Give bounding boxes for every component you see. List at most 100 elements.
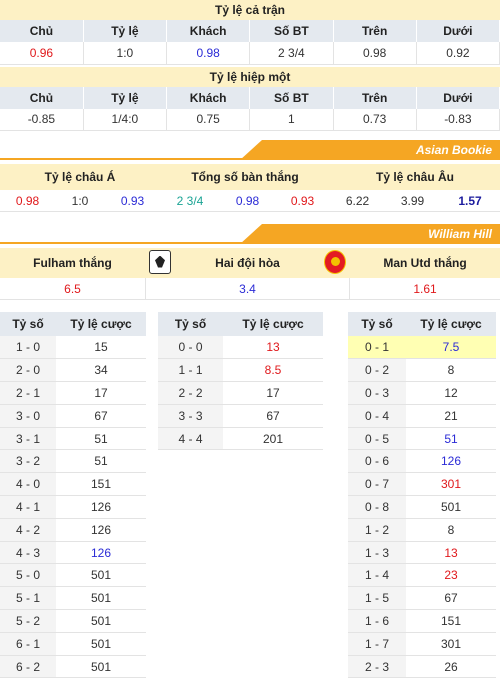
odds-value: -0.85: [0, 108, 84, 131]
odds-value: -0.83: [416, 108, 500, 131]
score-odds-cell: 8: [406, 518, 496, 542]
odds-value: 0.93: [290, 194, 315, 208]
odds-value: 0.73: [333, 108, 417, 131]
man-utd-crest-icon: [324, 249, 346, 274]
score-odds-cell: 501: [56, 563, 146, 588]
asian-handicap-header: Tỷ lệ châu Á: [44, 170, 116, 184]
score-odds-cell: 13: [223, 336, 323, 360]
score-odds-cell: 301: [406, 632, 496, 656]
home-win-odds: 6.5: [64, 282, 81, 296]
score-cell: 1 - 3: [348, 541, 406, 565]
match-result-header: Fulham thắng Hai đội hòa Man Utd thắng: [0, 248, 500, 278]
score-row: 5 - 1 501: [0, 586, 146, 611]
odds-value: 6.22: [345, 194, 370, 208]
odds-value: 0.98: [333, 42, 417, 65]
odds-header: Tỷ lệ cược: [406, 312, 496, 336]
score-cell: 2 - 2: [158, 381, 223, 405]
score-odds-cell: 21: [406, 404, 496, 428]
score-cell: 1 - 4: [348, 563, 406, 588]
score-row: 0 - 3 12: [348, 381, 496, 405]
score-row: 2 - 3 26: [348, 655, 496, 679]
score-odds-cell: 151: [56, 472, 146, 497]
match-result-odds-row: 6.5 3.4 1.61: [0, 278, 500, 300]
score-odds-cell: 201: [223, 427, 323, 451]
score-cell: 5 - 0: [0, 563, 56, 588]
score-row: 3 - 3 67: [158, 404, 323, 428]
score-cell: 2 - 3: [348, 655, 406, 679]
score-cell: 0 - 4: [348, 404, 406, 428]
score-odds-cell: 67: [223, 404, 323, 428]
score-cell: 0 - 7: [348, 472, 406, 497]
score-cell: 3 - 3: [158, 404, 223, 428]
score-cell: 6 - 2: [0, 655, 56, 679]
score-odds-cell: 501: [56, 655, 146, 679]
score-cell: 3 - 1: [0, 427, 56, 451]
odds-value: 1:0: [83, 42, 168, 65]
score-row: 0 - 4 21: [348, 404, 496, 428]
score-odds-cell: 7.5: [406, 336, 496, 360]
score-cell: 4 - 3: [0, 541, 56, 565]
score-cell: 3 - 0: [0, 404, 56, 428]
score-header: Tỷ số: [158, 312, 223, 336]
score-cell: 1 - 5: [348, 586, 406, 611]
score-row: 1 - 3 13: [348, 541, 496, 565]
score-row: 1 - 6 151: [348, 609, 496, 633]
fulham-badge: [145, 249, 175, 277]
score-cell: 1 - 2: [348, 518, 406, 542]
score-cell: 2 - 1: [0, 381, 56, 405]
score-odds-cell: 51: [56, 427, 146, 451]
asian-bookie-banner: Asian Bookie: [0, 140, 500, 160]
score-row: 1 - 1 8.5: [158, 358, 323, 383]
col-over: Trên: [333, 20, 417, 42]
odds-value: 0.93: [120, 194, 145, 208]
score-odds-cell: 126: [56, 518, 146, 542]
score-odds-cell: 126: [56, 495, 146, 519]
score-cell: 0 - 0: [158, 336, 223, 360]
full-match-title: Tỷ lệ cả trận: [0, 0, 500, 20]
score-row: 2 - 1 17: [0, 381, 146, 405]
score-row: 2 - 0 34: [0, 358, 146, 383]
correct-score-section: Tỷ số Tỷ lệ cược 1 - 0 15 2 - 0 34 2 - 1 17 3 …: [0, 312, 500, 679]
odds-value: 1/4:0: [83, 108, 168, 131]
score-odds-cell: 8: [406, 358, 496, 383]
score-row: 3 - 1 51: [0, 427, 146, 451]
score-row: 3 - 0 67: [0, 404, 146, 428]
score-row: 0 - 7 301: [348, 472, 496, 497]
score-odds-cell: 34: [56, 358, 146, 383]
col-under: Dưới: [416, 86, 500, 109]
score-odds-cell: 67: [406, 586, 496, 611]
score-row: 1 - 7 301: [348, 632, 496, 656]
man-utd-badge: [320, 249, 350, 277]
away-win-label: Man Utd thắng: [383, 256, 467, 270]
score-row: 4 - 3 126: [0, 541, 146, 565]
col-total-goals: Số BT: [249, 20, 334, 42]
score-header: Tỷ số: [0, 312, 56, 336]
score-odds-cell: 17: [56, 381, 146, 405]
odds-value: 0.98: [15, 194, 40, 208]
score-odds-cell: 501: [56, 586, 146, 611]
away-win-odds: 1.61: [413, 282, 437, 296]
score-row: 5 - 2 501: [0, 609, 146, 633]
score-odds-cell: 126: [406, 449, 496, 474]
odds-value: 0.98: [166, 42, 251, 65]
score-cell: 1 - 0: [0, 336, 56, 360]
score-odds-cell: 26: [406, 655, 496, 679]
col-home: Chủ: [0, 86, 84, 109]
score-cell: 3 - 2: [0, 449, 56, 474]
score-row: 4 - 0 151: [0, 472, 146, 497]
score-row: 6 - 1 501: [0, 632, 146, 656]
score-cell: 4 - 1: [0, 495, 56, 519]
score-cell: 1 - 7: [348, 632, 406, 656]
odds-value: 0.96: [0, 42, 84, 65]
score-row: 0 - 0 13: [158, 336, 323, 360]
score-odds-cell: 8.5: [223, 358, 323, 383]
score-cell: 5 - 1: [0, 586, 56, 611]
col-away: Khách: [166, 20, 251, 42]
score-odds-cell: 67: [56, 404, 146, 428]
odds-value: 0.98: [235, 194, 260, 208]
score-cell: 0 - 8: [348, 495, 406, 519]
score-cell: 0 - 3: [348, 381, 406, 405]
odds-value: 1: [249, 108, 334, 131]
